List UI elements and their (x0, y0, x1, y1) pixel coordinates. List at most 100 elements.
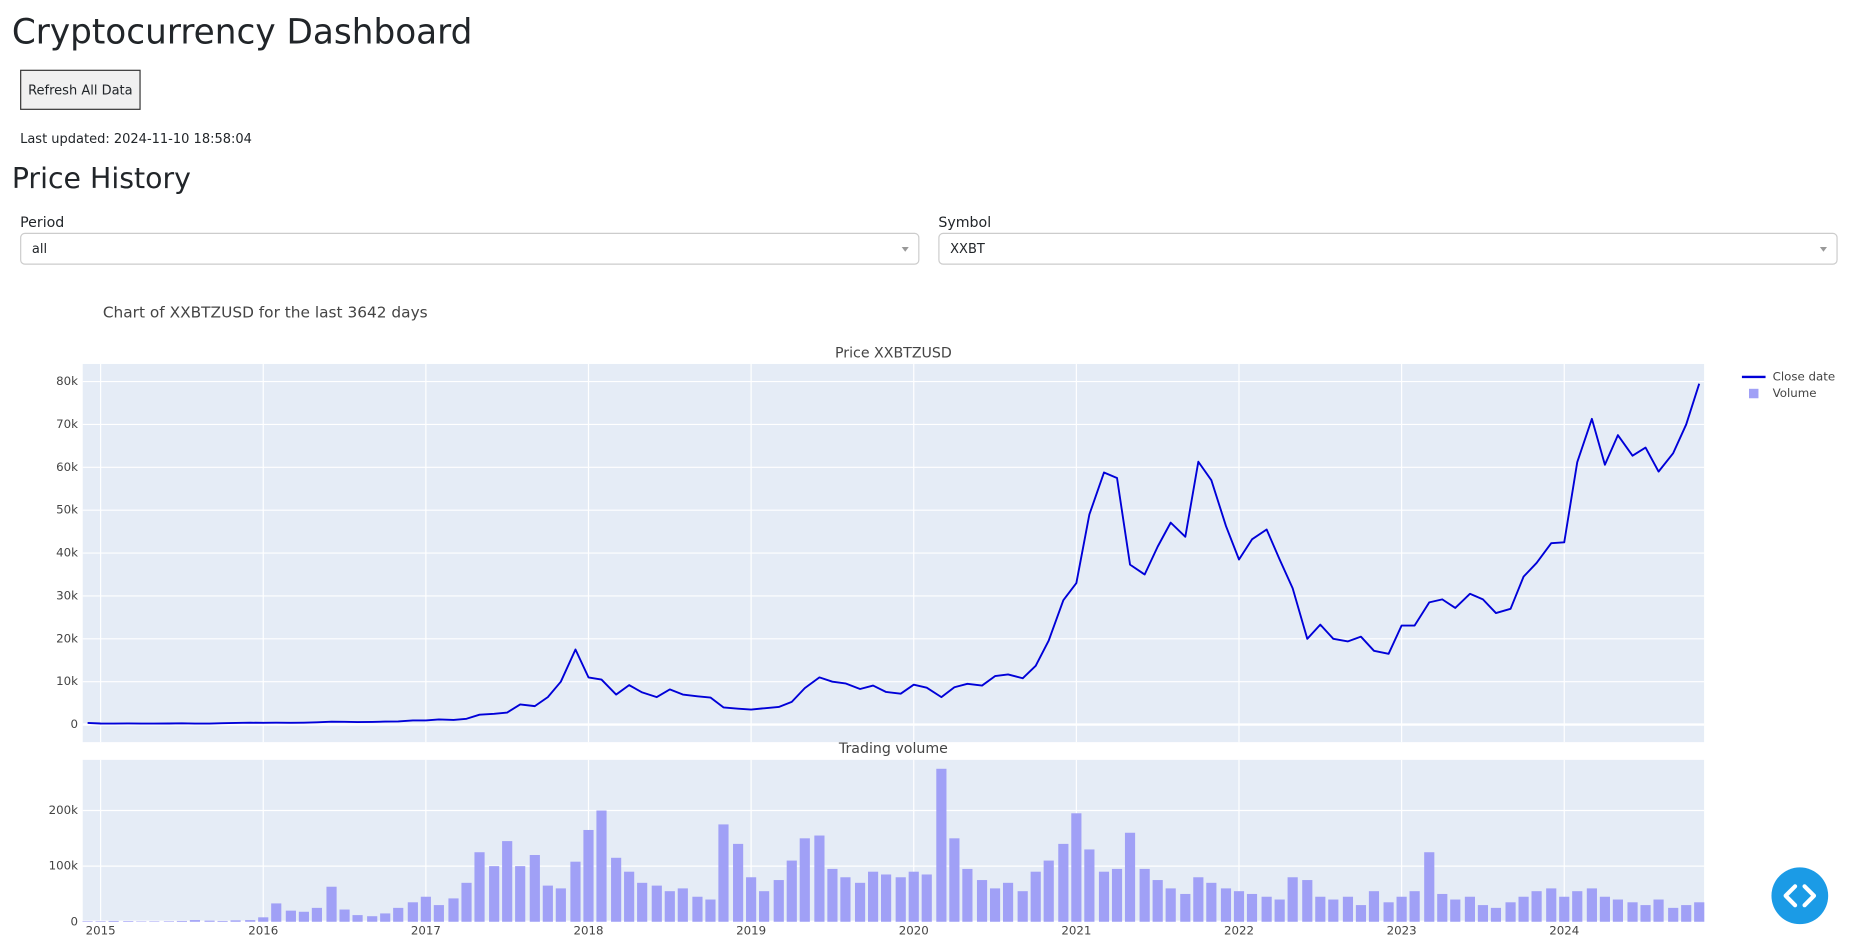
volume-bar (1139, 868, 1150, 922)
volume-bar (651, 885, 662, 922)
volume-bar (1490, 907, 1502, 922)
x-tick-label: 2018 (573, 924, 603, 938)
volume-bar (1668, 907, 1679, 922)
volume-bar (352, 915, 363, 922)
volume-bar (1477, 905, 1489, 922)
period-dropdown[interactable]: all (20, 232, 920, 265)
volume-bar (989, 888, 1001, 922)
volume-bar (1246, 893, 1258, 922)
volume-bar (733, 843, 744, 922)
volume-bar (596, 810, 607, 922)
volume-bar (1152, 880, 1163, 922)
volume-bar (339, 909, 350, 922)
x-tick-label: 2021 (1061, 924, 1091, 938)
volume-bar (1681, 905, 1692, 922)
volume-bar (637, 882, 648, 922)
y-tick-label: 0 (70, 717, 78, 731)
volume-bar (380, 913, 391, 922)
figure-title: Chart of XXBTZUSD for the last 3642 days (103, 304, 428, 322)
volume-bar (868, 871, 879, 922)
y-tick-label: 10k (56, 674, 78, 688)
volume-bar (420, 896, 431, 922)
plot-background (82, 759, 1705, 922)
volume-bar (827, 868, 838, 922)
volume-bar (555, 888, 566, 922)
volume-bar (1572, 891, 1583, 922)
volume-bar (258, 917, 269, 922)
volume-bar (773, 880, 784, 922)
volume-bar (677, 888, 688, 922)
volume-bar (1043, 860, 1054, 922)
volume-bar (664, 891, 675, 922)
y-tick-label: 70k (56, 417, 78, 431)
volume-bar (1437, 893, 1448, 922)
volume-bar (407, 902, 418, 922)
y-tick-label: 50k (56, 503, 78, 517)
volume-bar (570, 861, 581, 922)
symbol-label: Symbol (938, 213, 992, 231)
volume-bar (1653, 899, 1664, 922)
volume-bar (692, 896, 703, 922)
volume-bar (921, 874, 932, 922)
volume-bar (881, 874, 892, 922)
x-tick-label: 2017 (411, 924, 441, 938)
volume-bar (1098, 871, 1110, 922)
volume-bar (759, 891, 770, 922)
volume-bar (448, 898, 459, 922)
volume-bar (1030, 871, 1041, 922)
volume-bar (82, 921, 93, 922)
x-tick-label: 2019 (736, 924, 766, 938)
volume-bar (936, 768, 947, 922)
volume-bar (1233, 891, 1245, 922)
volume-bar (163, 921, 174, 922)
volume-bar (1124, 832, 1136, 922)
volume-bar (1315, 896, 1326, 922)
volume-bar (502, 841, 513, 922)
refresh-button[interactable]: Refresh All Data (20, 69, 141, 110)
x-tick-label: 2016 (248, 924, 278, 938)
volume-bar (1627, 902, 1638, 922)
volume-bar (489, 866, 500, 922)
period-label: Period (20, 213, 65, 231)
volume-bar (1193, 877, 1204, 922)
volume-bar (746, 877, 757, 922)
volume-bar (367, 916, 378, 922)
y-tick-label: 80k (56, 374, 78, 388)
volume-bar (1505, 902, 1516, 922)
dev-tools-button[interactable] (1771, 867, 1829, 925)
volume-bar (285, 910, 296, 922)
volume-bar (1355, 905, 1367, 922)
volume-bar (1640, 905, 1651, 922)
volume-bar (1342, 896, 1354, 922)
volume-bar (271, 903, 282, 922)
y-tick-label: 100k (49, 859, 79, 873)
y-tick-label: 40k (56, 546, 78, 560)
volume-bar (230, 920, 241, 922)
volume-bar (1002, 882, 1014, 922)
page-title: Cryptocurrency Dashboard (11, 11, 473, 52)
dropdown-caret (901, 246, 909, 252)
volume-bar (908, 871, 919, 922)
dropdown-caret (1819, 246, 1828, 252)
volume-bar (204, 920, 215, 922)
price-line (87, 383, 1701, 725)
volume-bar (1694, 902, 1705, 922)
volume-bar (786, 860, 797, 922)
volume-bar (1180, 893, 1191, 922)
volume-bar (1328, 899, 1339, 922)
x-tick-label: 2022 (1224, 924, 1254, 938)
y-tick-label: 60k (56, 460, 78, 474)
symbol-dropdown[interactable]: XXBT (938, 232, 1838, 265)
volume-bar (298, 911, 309, 922)
volume-bar (123, 921, 134, 922)
volume-bar (108, 920, 119, 922)
volume-bar (718, 824, 729, 922)
volume-bar (1531, 891, 1542, 922)
legend-label: Close date (1773, 369, 1836, 383)
volume-bar (840, 877, 851, 922)
volume-bar (1261, 896, 1272, 922)
volume-bar (1220, 888, 1232, 922)
y-tick-label: 0 (70, 914, 78, 928)
